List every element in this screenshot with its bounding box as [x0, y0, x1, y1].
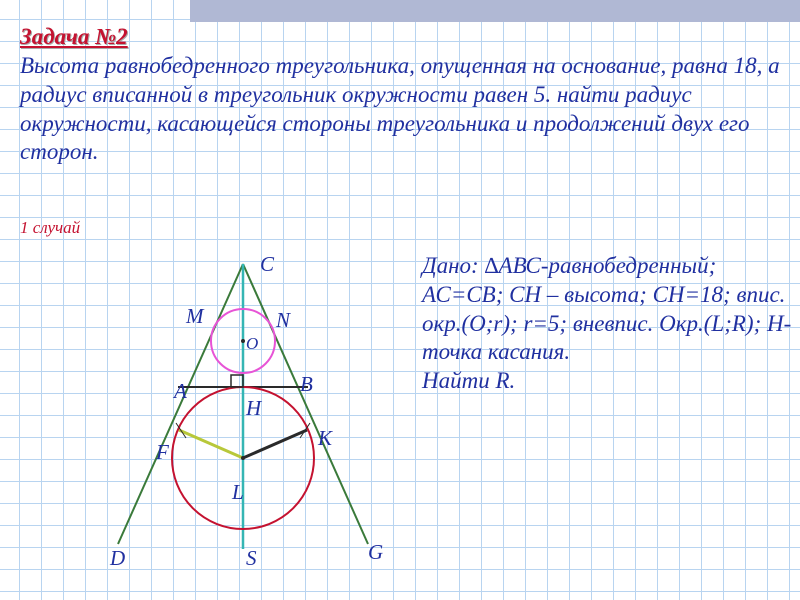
- radius-LK: [243, 430, 307, 458]
- given-text: Дано: ∆АВС-равнобедренный; АС=СВ; СН – в…: [422, 252, 792, 396]
- problem-title: Задача №2: [20, 24, 128, 50]
- label-L: L: [232, 480, 244, 505]
- center-L-dot: [241, 456, 245, 460]
- label-D: D: [110, 546, 125, 571]
- header-band: [190, 0, 800, 22]
- label-N: N: [276, 308, 290, 333]
- label-F: F: [156, 440, 169, 465]
- label-S: S: [246, 546, 257, 571]
- label-K: K: [318, 426, 332, 451]
- center-O-dot: [241, 339, 245, 343]
- case-label: 1 случай: [20, 218, 80, 238]
- leg-CB-ext: [243, 264, 368, 544]
- label-A: A: [174, 379, 187, 404]
- label-G: G: [368, 540, 383, 565]
- leg-CA-ext: [118, 264, 243, 544]
- problem-text: Высота равнобедренного треугольника, опу…: [20, 52, 780, 167]
- label-B: B: [300, 372, 313, 397]
- geometry-diagram: C M N O A B H F K L D S G: [28, 244, 418, 594]
- right-angle-H: [231, 375, 243, 387]
- radius-LF: [179, 430, 243, 458]
- label-M: M: [186, 304, 204, 329]
- label-H: H: [246, 396, 261, 421]
- label-O: O: [246, 334, 258, 354]
- diagram-svg: [28, 244, 418, 594]
- label-C: C: [260, 252, 274, 277]
